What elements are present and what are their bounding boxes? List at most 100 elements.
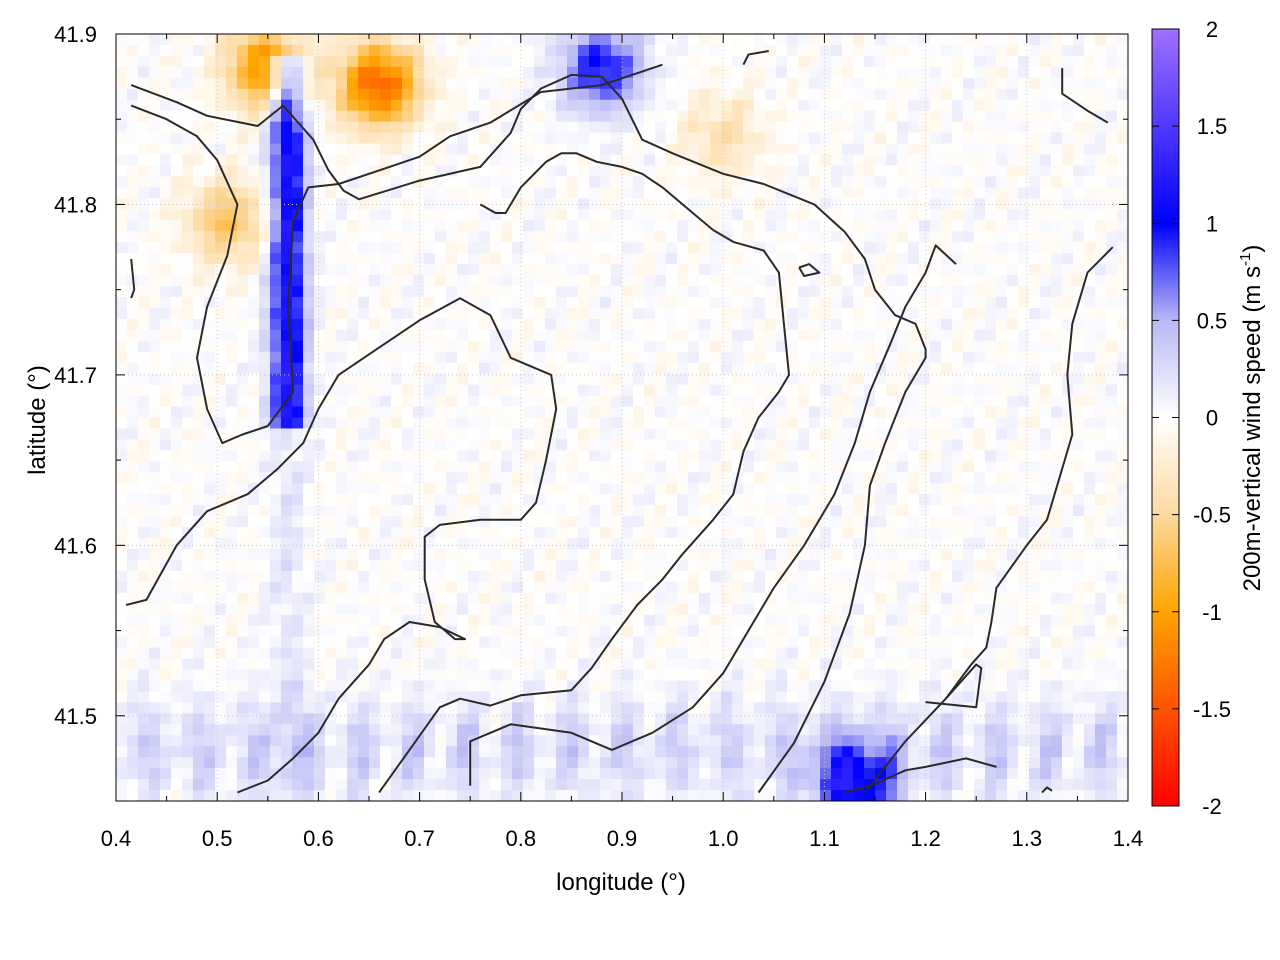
heatmap-cell xyxy=(743,296,755,309)
heatmap-cell xyxy=(468,264,480,276)
heatmap-cell xyxy=(1106,34,1118,46)
heatmap-cell xyxy=(666,329,678,342)
heatmap-cell xyxy=(204,559,216,572)
heatmap-cell xyxy=(534,220,546,232)
heatmap-cell xyxy=(754,110,766,123)
heatmap-cell xyxy=(655,231,667,243)
heatmap-cell xyxy=(534,55,546,68)
heatmap-cell xyxy=(897,187,909,199)
heatmap-cell xyxy=(138,275,150,287)
heatmap-cell xyxy=(292,44,304,57)
heatmap-cell xyxy=(908,296,920,309)
heatmap-cell xyxy=(633,516,645,528)
heatmap-cell xyxy=(545,34,557,46)
heatmap-cell xyxy=(270,483,282,495)
heatmap-cell xyxy=(1095,614,1107,627)
heatmap-cell xyxy=(259,603,271,616)
heatmap-cell xyxy=(193,66,205,79)
heatmap-cell xyxy=(633,275,645,287)
heatmap-cell xyxy=(578,395,590,408)
heatmap-cell xyxy=(611,132,623,145)
heatmap-cell xyxy=(996,472,1008,484)
heatmap-cell xyxy=(523,253,535,265)
heatmap-cell xyxy=(1062,483,1074,495)
heatmap-cell xyxy=(853,198,865,210)
heatmap-cell xyxy=(996,307,1008,320)
heatmap-cell xyxy=(1095,527,1107,539)
heatmap-cell xyxy=(402,559,414,572)
heatmap-cell xyxy=(1084,209,1096,221)
heatmap-cell xyxy=(1040,198,1052,210)
heatmap-cell xyxy=(677,461,689,473)
heatmap-cell xyxy=(457,253,469,265)
heatmap-cell xyxy=(127,439,139,451)
heatmap-cell xyxy=(204,77,216,90)
heatmap-cell xyxy=(237,417,249,430)
heatmap-cell xyxy=(457,34,469,46)
heatmap-cell xyxy=(622,592,634,605)
heatmap-cell xyxy=(303,592,315,605)
heatmap-cell xyxy=(996,428,1008,441)
heatmap-cell xyxy=(633,242,645,254)
heatmap-cell xyxy=(171,307,183,320)
heatmap-cell xyxy=(325,559,337,572)
heatmap-cell xyxy=(402,516,414,528)
heatmap-cell xyxy=(457,570,469,583)
heatmap-cell xyxy=(1040,154,1052,167)
heatmap-cell xyxy=(248,340,260,353)
heatmap-cell xyxy=(633,77,645,90)
heatmap-cell xyxy=(380,417,392,430)
heatmap-cell xyxy=(743,461,755,473)
heatmap-cell xyxy=(193,143,205,156)
heatmap-cell xyxy=(1007,494,1019,506)
heatmap-cell xyxy=(303,461,315,473)
heatmap-cell xyxy=(1018,110,1030,123)
heatmap-cell xyxy=(369,275,381,287)
heatmap-cell xyxy=(413,77,425,90)
heatmap-cell xyxy=(985,77,997,90)
heatmap-cell xyxy=(952,307,964,320)
heatmap-cell xyxy=(919,395,931,408)
heatmap-cell xyxy=(457,329,469,342)
heatmap-cell xyxy=(1095,373,1107,386)
heatmap-cell xyxy=(732,253,744,265)
heatmap-cell xyxy=(974,450,986,462)
heatmap-cell xyxy=(820,527,832,539)
heatmap-cell xyxy=(1095,548,1107,561)
heatmap-cell xyxy=(908,110,920,123)
heatmap-cell xyxy=(512,384,524,397)
heatmap-cell xyxy=(567,242,579,254)
heatmap-cell xyxy=(699,340,711,353)
heatmap-cell xyxy=(512,406,524,419)
heatmap-cell xyxy=(358,603,370,616)
heatmap-cell xyxy=(897,77,909,90)
heatmap-cell xyxy=(512,450,524,462)
heatmap-cell xyxy=(699,373,711,386)
heatmap-cell xyxy=(732,318,744,331)
heatmap-cell xyxy=(248,614,260,627)
heatmap-cell xyxy=(512,66,524,79)
heatmap-cell xyxy=(765,483,777,495)
heatmap-cell xyxy=(765,44,777,57)
heatmap-cell xyxy=(809,538,821,550)
heatmap-cell xyxy=(974,220,986,232)
heatmap-cell xyxy=(512,264,524,276)
heatmap-cell xyxy=(941,88,953,101)
heatmap-cell xyxy=(1051,450,1063,462)
heatmap-cell xyxy=(1018,614,1030,627)
heatmap-cell xyxy=(303,527,315,539)
heatmap-cell xyxy=(171,99,183,112)
heatmap-cell xyxy=(886,77,898,90)
heatmap-cell xyxy=(655,165,667,178)
heatmap-cell xyxy=(688,340,700,353)
heatmap-cell xyxy=(589,351,601,364)
heatmap-cell xyxy=(765,154,777,167)
heatmap-cell xyxy=(919,428,931,441)
heatmap-cell xyxy=(743,570,755,583)
heatmap-cell xyxy=(820,450,832,462)
heatmap-cell xyxy=(1084,88,1096,101)
heatmap-cell xyxy=(1007,450,1019,462)
heatmap-cell xyxy=(193,198,205,210)
heatmap-cell xyxy=(809,34,821,46)
heatmap-cell xyxy=(798,351,810,364)
